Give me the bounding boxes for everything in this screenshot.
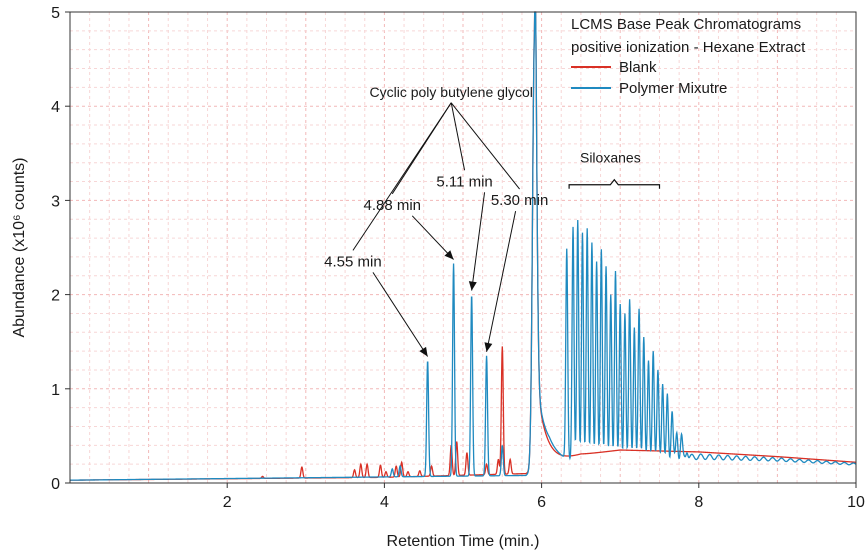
annotation-arrow-line — [471, 192, 486, 291]
plot-frame — [69, 11, 857, 484]
annotation-arrow-line — [411, 215, 454, 260]
arrowhead — [419, 346, 428, 357]
annotations: Cyclic poly butylene glycol 4.55 min 4.88 … — [324, 84, 661, 357]
legend-label-blank: Blank — [619, 59, 657, 76]
annotation-time-label: 4.55 min — [324, 253, 382, 270]
y-axis-title: Abundance (x10⁶ counts) — [11, 157, 28, 337]
legend-title-line2: positive ionization - Hexane Extract — [571, 39, 806, 56]
series-polymer-line — [70, 11, 857, 481]
y-tick-label: 2 — [51, 288, 60, 305]
annotation-time-label: 5.11 min — [436, 173, 492, 190]
y-tick-label: 0 — [51, 476, 60, 493]
x-axis-ticks: 2 4 6 8 10 — [223, 483, 865, 511]
annotation-cyclic-label: Cyclic poly butylene glycol — [370, 84, 533, 100]
annotation-leader-line — [450, 102, 466, 171]
x-tick-label: 6 — [537, 494, 546, 511]
grid — [69, 11, 857, 484]
annotation-siloxanes-label: Siloxanes — [580, 150, 641, 166]
annotation-siloxanes-brace — [568, 178, 661, 189]
y-tick-label: 3 — [51, 193, 60, 210]
series-polymer-line-group — [70, 11, 857, 481]
x-tick-label: 4 — [380, 494, 389, 511]
y-axis-ticks: 0 1 2 3 4 5 — [51, 5, 70, 493]
arrowhead — [444, 250, 454, 260]
annotation-leader-line — [391, 102, 452, 195]
legend-label-polymer: Polymer Mixutre — [619, 80, 727, 97]
arrowhead — [468, 281, 477, 291]
annotation-arrow-line — [486, 211, 517, 352]
x-axis-title: Retention Time (min.) — [387, 533, 540, 550]
legend: LCMS Base Peak Chromatograms positive io… — [571, 16, 806, 97]
arrowhead — [484, 342, 493, 352]
annotation-leader-line — [450, 102, 520, 190]
x-tick-label: 8 — [694, 494, 703, 511]
legend-title-line1: LCMS Base Peak Chromatograms — [571, 16, 801, 33]
annotation-arrow-line — [372, 272, 429, 357]
x-tick-label: 10 — [847, 494, 865, 511]
annotation-time-label: 5.30 min — [491, 192, 549, 209]
y-tick-label: 1 — [51, 382, 60, 399]
x-tick-label: 2 — [223, 494, 232, 511]
y-tick-label: 4 — [51, 99, 60, 116]
y-tick-label: 5 — [51, 5, 60, 22]
annotation-time-label: 4.88 min — [363, 197, 421, 214]
